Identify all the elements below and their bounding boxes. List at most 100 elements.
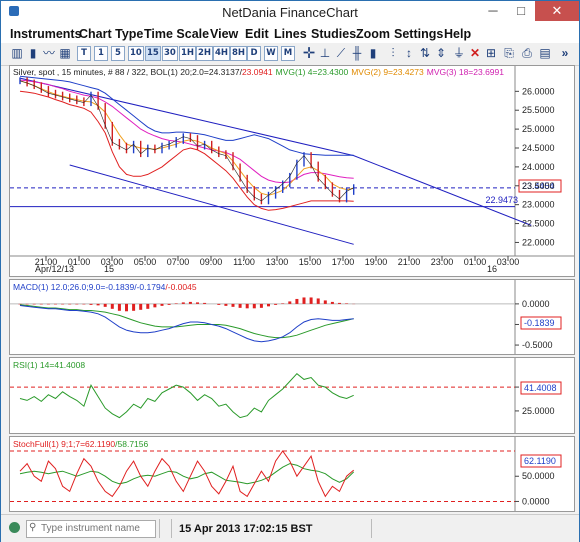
close-button[interactable]: ✕: [535, 1, 579, 21]
maximize-button[interactable]: □: [517, 3, 525, 18]
price-grid: [10, 66, 574, 257]
price-chart[interactable]: Silver, spot , 15 minutes, # 88 / 322, B…: [10, 66, 574, 276]
channel-tool-icon[interactable]: ⇅: [419, 46, 431, 60]
x-tick-label: 03:00: [101, 257, 124, 267]
x-tick-label: 13:00: [266, 257, 289, 267]
date-label-apr12: Apr/12/13: [35, 264, 74, 274]
menu-edit[interactable]: Edit: [245, 27, 269, 41]
menu-studies[interactable]: Studies: [311, 27, 357, 41]
candlestick-icon[interactable]: ▮: [29, 46, 37, 60]
menu-zoom[interactable]: Zoom: [356, 27, 391, 41]
menu-bar: Instruments Chart Type Time Scale View E…: [1, 25, 579, 43]
trend-line-icon[interactable]: ⟋: [336, 46, 346, 60]
copy-icon[interactable]: ⎘: [504, 46, 514, 60]
interval-8h[interactable]: 8H: [230, 46, 248, 61]
bar-chart-icon[interactable]: ▥: [11, 46, 23, 60]
macd-last-value: -0.1839: [524, 318, 555, 328]
stoch-last-value: 62.1190: [524, 456, 556, 466]
price-legend-base: Silver, spot , 15 minutes, # 88 / 322, B…: [13, 67, 243, 77]
macd-series: [10, 280, 516, 354]
interval-tick[interactable]: T: [77, 46, 91, 61]
interval-weekly[interactable]: W: [264, 46, 278, 61]
zoom-tool-icon[interactable]: ⇕: [435, 46, 447, 60]
x-tick-label: 03:00: [497, 257, 520, 267]
search-icon: ⚲: [29, 522, 37, 533]
y-tick-label: 23.5000: [522, 181, 555, 191]
y-tick-label: 22.0000: [522, 237, 555, 247]
menu-settings[interactable]: Settings: [394, 27, 444, 41]
grid-view-icon[interactable]: ▦: [59, 46, 71, 60]
stoch-chart[interactable]: StochFull(1) 9;1;7=62.1190/58.7156 50.00…: [10, 437, 574, 511]
price-legend-mvg1: MVG(1) 4=23.4300: [276, 67, 349, 77]
print-icon[interactable]: ⎙: [522, 46, 532, 60]
macd-chart[interactable]: MACD(1) 12.0;26.0;9.0=-0.1839/-0.1794/-0…: [10, 280, 574, 354]
menu-view[interactable]: View: [210, 27, 239, 41]
pin-icon[interactable]: ⊞: [485, 46, 497, 60]
interval-15m[interactable]: 15: [145, 46, 161, 61]
svg-text:MACD(1) 12.0;26.0;9.0=-0.1839/: MACD(1) 12.0;26.0;9.0=-0.1839/-0.1794/-0…: [13, 282, 197, 292]
export-icon[interactable]: ▤: [539, 46, 551, 60]
menu-time-scale[interactable]: Time Scale: [144, 27, 210, 41]
interval-1m[interactable]: 1: [94, 46, 108, 61]
interval-4h[interactable]: 4H: [213, 46, 231, 61]
stoch-series: [10, 437, 516, 511]
menu-help[interactable]: Help: [444, 27, 472, 41]
y-tick-label: 23.0000: [522, 200, 555, 210]
marker-tool-icon[interactable]: ⏚: [452, 46, 465, 60]
minimize-button[interactable]: ─: [488, 3, 498, 18]
macd-panel[interactable]: MACD(1) 12.0;26.0;9.0=-0.1839/-0.1794/-0…: [9, 279, 575, 355]
stoch-y-axis: 50.0000 0.0000: [515, 471, 555, 506]
y-tick-label: 50.0000: [522, 471, 555, 481]
interval-30m[interactable]: 30: [162, 46, 178, 61]
interval-5m[interactable]: 5: [111, 46, 125, 61]
toolbar: ▥ ▮ 〰 ▦ T 1 5 10 15 30 1H 2H 4H 8H D W M…: [1, 43, 579, 66]
stoch-panel[interactable]: StochFull(1) 9;1;7=62.1190/58.7156 50.00…: [9, 436, 575, 512]
fibonacci-icon[interactable]: ⫶: [391, 46, 395, 60]
y-tick-label: 24.5000: [522, 143, 555, 153]
macd-legend-c: /-0.0045: [165, 282, 196, 292]
rsi-last-box: [520, 381, 562, 395]
svg-text:Silver, spot , 15 minutes, # 8: Silver, spot , 15 minutes, # 88 / 322, B…: [13, 67, 504, 77]
arrow-tool-icon[interactable]: ↕: [406, 46, 412, 60]
draw-line-icon[interactable]: ⊥: [319, 46, 331, 60]
rsi-last-value: 41.4008: [524, 383, 557, 393]
indicator-icon[interactable]: ╫: [352, 46, 362, 60]
x-tick-label: 05:00: [134, 257, 157, 267]
menu-instruments[interactable]: Instruments: [10, 27, 82, 41]
price-x-axis: 21:00 01:00 03:00 05:00 07:00 09:00 11:00 13:00…: [35, 256, 520, 267]
title-bar: NetDania FinanceChart ─ □ ✕: [1, 1, 579, 25]
interval-monthly[interactable]: M: [281, 46, 295, 61]
interval-daily[interactable]: D: [247, 46, 261, 61]
instrument-search[interactable]: ⚲: [26, 520, 156, 538]
instrument-search-input[interactable]: [41, 521, 151, 535]
candles-icon[interactable]: ▮: [369, 46, 377, 60]
x-tick-label: 19:00: [365, 257, 388, 267]
more-tools-icon[interactable]: »: [561, 46, 569, 60]
crosshair-icon[interactable]: ✛: [302, 45, 316, 62]
interval-10m[interactable]: 10: [128, 46, 144, 61]
menu-lines[interactable]: Lines: [274, 27, 307, 41]
price-legend-bol-low: 23.0941: [242, 67, 273, 77]
x-tick-label: 01:00: [464, 257, 487, 267]
interval-2h[interactable]: 2H: [196, 46, 214, 61]
delete-icon[interactable]: ✕: [469, 46, 481, 60]
macd-legend-a: MACD(1) 12.0;26.0;9.0=-0.1839: [13, 282, 134, 292]
stoch-legend-a: StochFull(1) 9;1;7=62.1190: [13, 439, 115, 449]
x-tick-label: 17:00: [332, 257, 355, 267]
x-tick-label: 15:00: [299, 257, 322, 267]
menu-chart-type[interactable]: Chart Type: [79, 27, 144, 41]
price-series: [10, 75, 532, 245]
x-tick-label: 07:00: [167, 257, 190, 267]
price-panel[interactable]: Silver, spot , 15 minutes, # 88 / 322, B…: [9, 65, 575, 277]
price-legend-mvg2: MVG(2) 9=23.4273: [351, 67, 424, 77]
y-tick-label: 26.0000: [522, 86, 555, 96]
price-close-line: [19, 80, 354, 202]
app-icon: [9, 6, 19, 16]
line-chart-icon[interactable]: 〰: [42, 46, 55, 60]
y-tick-label: 0.0000: [522, 299, 550, 309]
interval-1h[interactable]: 1H: [179, 46, 197, 61]
x-tick-label: 11:00: [233, 257, 255, 267]
